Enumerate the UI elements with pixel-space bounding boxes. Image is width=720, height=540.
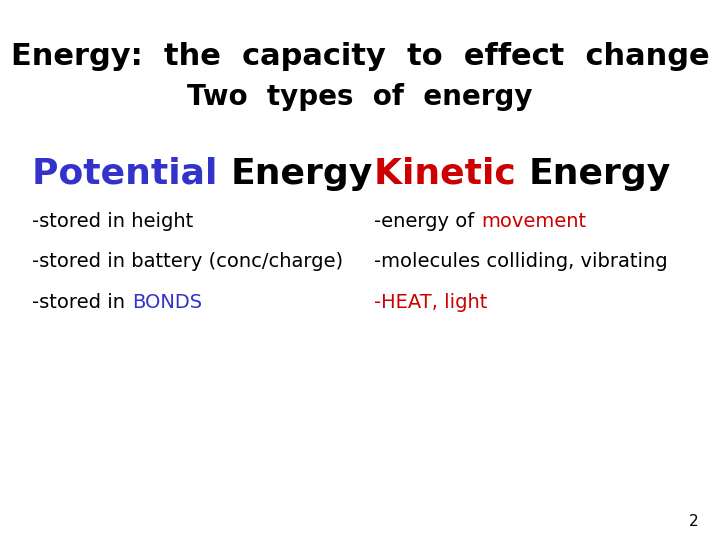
Text: movement: movement (481, 212, 586, 231)
Text: -energy of: -energy of (374, 212, 481, 231)
Text: -stored in: -stored in (32, 293, 132, 312)
Text: 2: 2 (689, 514, 698, 529)
Text: Energy:  the  capacity  to  effect  change: Energy: the capacity to effect change (11, 42, 709, 71)
Text: Potential: Potential (32, 157, 230, 191)
Text: -stored in battery (conc/charge): -stored in battery (conc/charge) (32, 252, 343, 271)
Text: Two  types  of  energy: Two types of energy (187, 83, 533, 111)
Text: -molecules colliding, vibrating: -molecules colliding, vibrating (374, 252, 668, 271)
Text: Energy: Energy (528, 157, 671, 191)
Text: -HEAT, light: -HEAT, light (374, 293, 487, 312)
Text: -stored in height: -stored in height (32, 212, 194, 231)
Text: BONDS: BONDS (132, 293, 202, 312)
Text: Energy: Energy (230, 157, 373, 191)
Text: Kinetic: Kinetic (374, 157, 528, 191)
